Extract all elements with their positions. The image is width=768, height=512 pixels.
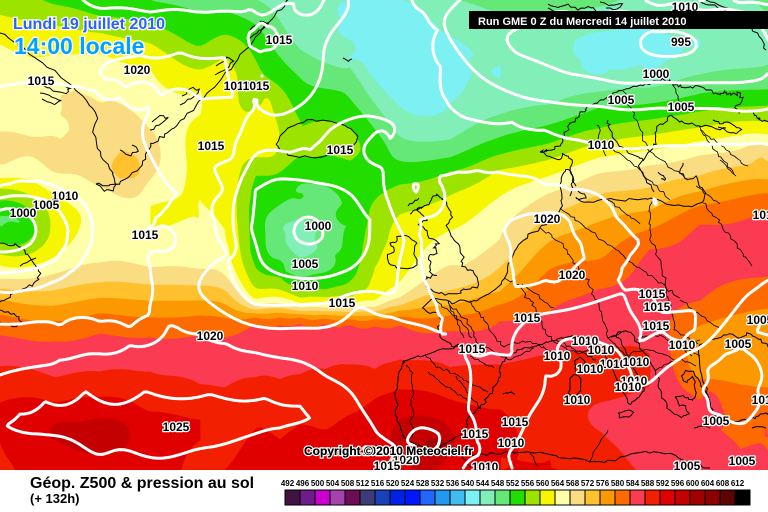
svg-text:524: 524 bbox=[401, 479, 415, 488]
svg-text:1015: 1015 bbox=[327, 143, 354, 157]
svg-text:1010: 1010 bbox=[752, 393, 768, 407]
svg-text:1015: 1015 bbox=[644, 300, 671, 314]
svg-text:1000: 1000 bbox=[643, 67, 670, 81]
svg-text:1005: 1005 bbox=[747, 313, 768, 327]
svg-text:572: 572 bbox=[581, 479, 595, 488]
svg-text:1000: 1000 bbox=[305, 219, 332, 233]
svg-text:Lundi 19 juillet 2010: Lundi 19 juillet 2010 bbox=[13, 16, 165, 33]
svg-text:500: 500 bbox=[311, 479, 325, 488]
svg-text:504: 504 bbox=[326, 479, 340, 488]
svg-text:588: 588 bbox=[641, 479, 655, 488]
svg-text:1025: 1025 bbox=[163, 420, 190, 434]
svg-text:496: 496 bbox=[296, 479, 310, 488]
svg-text:564: 564 bbox=[551, 479, 565, 488]
svg-text:492: 492 bbox=[281, 479, 295, 488]
svg-text:1005: 1005 bbox=[33, 198, 60, 212]
svg-text:1005: 1005 bbox=[729, 454, 756, 468]
svg-text:1020: 1020 bbox=[197, 329, 224, 343]
svg-text:1000: 1000 bbox=[10, 206, 37, 220]
svg-text:1015: 1015 bbox=[28, 74, 55, 88]
svg-text:1020: 1020 bbox=[124, 63, 151, 77]
svg-text:1010: 1010 bbox=[669, 338, 696, 352]
svg-text:580: 580 bbox=[611, 479, 625, 488]
svg-text:612: 612 bbox=[731, 479, 745, 488]
svg-text:1010: 1010 bbox=[621, 374, 648, 388]
svg-text:Copyright © 2010 Meteociel.fr: Copyright © 2010 Meteociel.fr bbox=[304, 444, 473, 458]
svg-text:1015: 1015 bbox=[198, 139, 225, 153]
svg-text:1010: 1010 bbox=[600, 357, 627, 371]
svg-text:576: 576 bbox=[596, 479, 610, 488]
svg-text:1015: 1015 bbox=[753, 208, 768, 222]
svg-text:1015: 1015 bbox=[329, 296, 356, 310]
svg-text:1020: 1020 bbox=[534, 212, 561, 226]
svg-text:540: 540 bbox=[461, 479, 475, 488]
svg-text:600: 600 bbox=[686, 479, 700, 488]
svg-text:552: 552 bbox=[506, 479, 520, 488]
svg-text:1005: 1005 bbox=[725, 337, 752, 351]
svg-text:1010: 1010 bbox=[615, 380, 642, 394]
svg-text:1015: 1015 bbox=[502, 415, 529, 429]
svg-text:1010: 1010 bbox=[623, 355, 650, 369]
svg-text:1010: 1010 bbox=[572, 334, 599, 348]
svg-text:1005: 1005 bbox=[668, 100, 695, 114]
svg-text:Copyright © 2010 Meteociel.fr: Copyright © 2010 Meteociel.fr bbox=[304, 444, 473, 458]
svg-text:1010: 1010 bbox=[472, 460, 499, 474]
svg-text:508: 508 bbox=[341, 479, 355, 488]
svg-text:532: 532 bbox=[431, 479, 445, 488]
svg-text:1010: 1010 bbox=[544, 349, 571, 363]
svg-text:1015: 1015 bbox=[374, 459, 401, 473]
svg-text:1010: 1010 bbox=[363, 444, 390, 458]
svg-text:1010: 1010 bbox=[498, 436, 525, 450]
svg-text:14:00 locale: 14:00 locale bbox=[14, 33, 144, 59]
svg-text:544: 544 bbox=[476, 479, 490, 488]
svg-text:1015: 1015 bbox=[243, 79, 270, 93]
svg-text:1010: 1010 bbox=[564, 393, 591, 407]
svg-text:1010: 1010 bbox=[292, 279, 319, 293]
svg-text:995: 995 bbox=[671, 35, 691, 49]
svg-text:1015: 1015 bbox=[132, 228, 159, 242]
svg-text:1015: 1015 bbox=[459, 342, 486, 356]
svg-text:1010: 1010 bbox=[577, 362, 604, 376]
svg-text:536: 536 bbox=[446, 479, 460, 488]
svg-text:520: 520 bbox=[386, 479, 400, 488]
svg-text:1010: 1010 bbox=[588, 343, 615, 357]
svg-text:528: 528 bbox=[416, 479, 430, 488]
svg-text:(+ 132h): (+ 132h) bbox=[30, 491, 80, 506]
svg-text:512: 512 bbox=[356, 479, 370, 488]
svg-text:1020: 1020 bbox=[393, 453, 420, 467]
svg-text:568: 568 bbox=[566, 479, 580, 488]
svg-text:592: 592 bbox=[656, 479, 670, 488]
svg-text:1020: 1020 bbox=[559, 268, 586, 282]
svg-text:608: 608 bbox=[716, 479, 730, 488]
svg-text:516: 516 bbox=[371, 479, 385, 488]
svg-text:1005: 1005 bbox=[608, 93, 635, 107]
svg-text:Géop. Z500 & pression au sol: Géop. Z500 & pression au sol bbox=[30, 475, 254, 492]
svg-text:584: 584 bbox=[626, 479, 640, 488]
svg-text:1015: 1015 bbox=[643, 319, 670, 333]
svg-text:1005: 1005 bbox=[674, 459, 701, 473]
svg-text:1015: 1015 bbox=[462, 427, 489, 441]
svg-text:548: 548 bbox=[491, 479, 505, 488]
svg-text:560: 560 bbox=[536, 479, 550, 488]
svg-text:1005: 1005 bbox=[703, 414, 730, 428]
svg-text:596: 596 bbox=[671, 479, 685, 488]
svg-text:1005: 1005 bbox=[292, 257, 319, 271]
svg-text:1015: 1015 bbox=[266, 33, 293, 47]
svg-text:1015: 1015 bbox=[639, 287, 666, 301]
svg-text:1010: 1010 bbox=[52, 189, 79, 203]
svg-text:1010: 1010 bbox=[588, 138, 615, 152]
svg-text:1015: 1015 bbox=[514, 311, 541, 325]
svg-text:1010: 1010 bbox=[224, 79, 251, 93]
svg-text:604: 604 bbox=[701, 479, 715, 488]
svg-text:556: 556 bbox=[521, 479, 535, 488]
svg-text:Run GME 0 Z du Mercredi 14 jui: Run GME 0 Z du Mercredi 14 juillet 2010 bbox=[478, 16, 686, 28]
